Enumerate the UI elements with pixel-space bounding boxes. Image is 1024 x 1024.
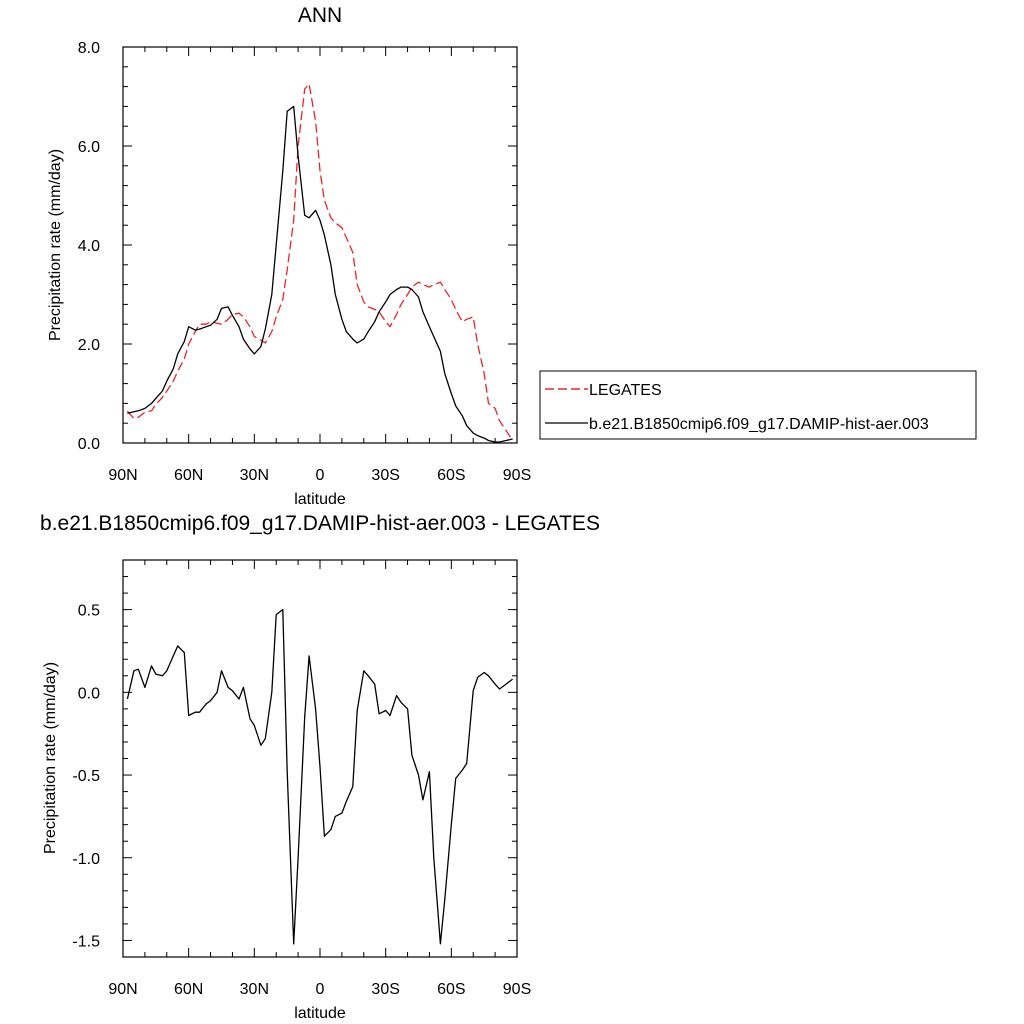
x-tick-label: 0	[316, 467, 325, 484]
x-axis-label: latitude	[294, 1005, 346, 1022]
y-tick-label: -1.0	[72, 851, 100, 868]
y-tick-label: 4.0	[78, 238, 100, 255]
x-tick-labels: 90N 60N 30N 0 30S 60S 90S	[108, 467, 531, 484]
x-tick-label: 30N	[240, 981, 269, 998]
tick-marks	[122, 559, 518, 958]
series-line-legates	[126, 83, 514, 441]
x-tick-label: 90N	[108, 467, 137, 484]
y-tick-labels: 0.5 0.0 -0.5 -1.0 -1.5	[72, 603, 100, 951]
panel-difference: b.e21.B1850cmip6.f09_g17.DAMIP-hist-aer.…	[40, 512, 600, 1022]
y-tick-label: -1.5	[72, 933, 100, 950]
x-tick-label: 60N	[174, 467, 203, 484]
chart-title: ANN	[298, 4, 342, 27]
x-tick-label: 90N	[108, 981, 137, 998]
x-axis-label: latitude	[294, 491, 346, 508]
x-tick-label: 30S	[371, 467, 399, 484]
legend-label-legates: LEGATES	[589, 382, 662, 399]
plot-frame	[122, 46, 518, 444]
x-tick-label: 30S	[371, 981, 399, 998]
chart-title: b.e21.B1850cmip6.f09_g17.DAMIP-hist-aer.…	[40, 512, 600, 535]
x-tick-label: 60S	[437, 981, 465, 998]
y-tick-label: -0.5	[72, 768, 100, 785]
series-line-b-e21-b1850cmip6-f09-g17-damip-hist-aer-003	[127, 105, 513, 443]
y-axis-label: Precipitation rate (mm/day)	[47, 149, 64, 341]
y-tick-labels: 0.0 2.0 4.0 6.0 8.0	[78, 40, 100, 453]
y-tick-label: 2.0	[78, 337, 100, 354]
y-axis-label: Precipitation rate (mm/day)	[42, 662, 59, 854]
legend: LEGATES b.e21.B1850cmip6.f09_g17.DAMIP-h…	[539, 370, 977, 440]
y-tick-label: 0.5	[78, 603, 100, 620]
x-tick-label: 60N	[174, 981, 203, 998]
x-tick-label: 90S	[503, 467, 531, 484]
y-tick-label: 8.0	[78, 40, 100, 57]
series-line-difference	[126, 608, 513, 945]
x-tick-labels: 90N 60N 30N 0 30S 60S 90S	[108, 981, 531, 998]
x-tick-label: 90S	[503, 981, 531, 998]
y-tick-label: 0.0	[78, 436, 100, 453]
x-tick-label: 0	[316, 981, 325, 998]
series-lines	[126, 608, 513, 945]
x-tick-label: 60S	[437, 467, 465, 484]
y-tick-label: 0.0	[78, 685, 100, 702]
legend-label-model: b.e21.B1850cmip6.f09_g17.DAMIP-hist-aer.…	[589, 416, 929, 433]
legend-box	[539, 370, 977, 440]
y-tick-label: 6.0	[78, 139, 100, 156]
panel-climatology: ANN 90N 60N 30N 0 30S 60S 90S 0.02.04.06.08.0 …	[47, 4, 977, 508]
series-lines	[126, 83, 514, 443]
tick-marks	[122, 46, 518, 444]
x-tick-label: 30N	[240, 467, 269, 484]
